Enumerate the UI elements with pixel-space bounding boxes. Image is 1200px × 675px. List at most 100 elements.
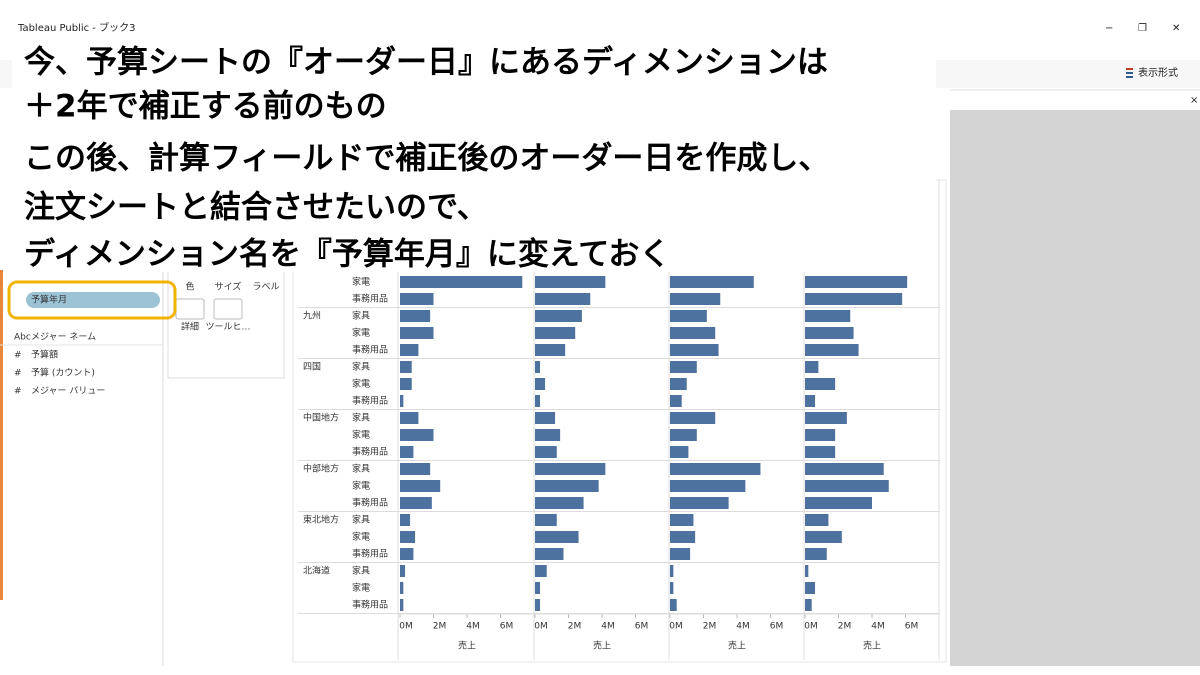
field-name[interactable]: 予算年月 bbox=[31, 294, 67, 306]
category-label: 家電 bbox=[352, 531, 370, 543]
category-label: 家具 bbox=[352, 565, 370, 577]
bar bbox=[400, 446, 414, 458]
annotation-line: この後、計算フィールドで補正後のオーダー日を作成し、 bbox=[24, 141, 829, 177]
bar bbox=[535, 344, 566, 356]
x-tick-label: 6M bbox=[770, 622, 784, 632]
close-button[interactable]: ✕ bbox=[1172, 23, 1180, 34]
bar bbox=[670, 412, 716, 424]
field-name[interactable]: 予算 (カウント) bbox=[31, 367, 95, 379]
bar bbox=[400, 361, 412, 373]
x-tick-label: 2M bbox=[568, 622, 582, 632]
restore-button[interactable]: ❐ bbox=[1138, 23, 1147, 34]
bar bbox=[805, 565, 809, 577]
region-label: 中部地方 bbox=[303, 463, 339, 475]
field-icon: # bbox=[14, 369, 22, 379]
bar bbox=[670, 446, 689, 458]
bar bbox=[400, 497, 432, 509]
category-label: 家電 bbox=[352, 480, 370, 492]
bar bbox=[400, 463, 431, 475]
bar bbox=[805, 276, 908, 288]
bar bbox=[805, 412, 847, 424]
marks-button[interactable] bbox=[213, 298, 243, 320]
annotation-line: 注文シートと結合させたいので、 bbox=[24, 190, 488, 226]
bar bbox=[805, 514, 829, 526]
region-label: 東北地方 bbox=[303, 514, 339, 526]
bar bbox=[400, 293, 434, 305]
bar bbox=[400, 582, 404, 594]
x-tick-label: 0M bbox=[804, 622, 818, 632]
field-name[interactable]: メジャー バリュー bbox=[31, 386, 105, 397]
bar bbox=[535, 378, 546, 390]
category-label: 家電 bbox=[352, 327, 370, 339]
x-axis-title: 売上 bbox=[728, 640, 746, 652]
marks-button-label[interactable]: サイズ bbox=[215, 281, 242, 293]
category-label: 事務用品 bbox=[352, 548, 388, 560]
category-label: 家電 bbox=[352, 582, 370, 594]
bar bbox=[400, 327, 434, 339]
bar bbox=[400, 276, 523, 288]
bar bbox=[670, 327, 716, 339]
bar bbox=[400, 412, 419, 424]
annotation-line: ＋2年で補正する前のもの bbox=[24, 89, 387, 125]
category-label: 事務用品 bbox=[352, 344, 388, 356]
minimize-button[interactable]: − bbox=[1105, 23, 1113, 34]
region-label: 九州 bbox=[303, 311, 321, 322]
bar bbox=[400, 344, 419, 356]
side-panel bbox=[950, 110, 1200, 666]
category-label: 家電 bbox=[352, 378, 370, 390]
bar bbox=[535, 276, 606, 288]
category-label: 事務用品 bbox=[352, 446, 388, 458]
category-label: 家具 bbox=[352, 463, 370, 475]
accent-strip bbox=[0, 270, 3, 600]
bar bbox=[670, 361, 697, 373]
field-icon: Abc bbox=[14, 333, 31, 343]
bar bbox=[535, 531, 579, 543]
bar bbox=[400, 548, 414, 560]
field-icon: # bbox=[14, 351, 22, 361]
bar bbox=[535, 446, 557, 458]
bar bbox=[805, 480, 889, 492]
bar bbox=[805, 310, 851, 322]
bar bbox=[535, 480, 599, 492]
field-name[interactable]: 予算額 bbox=[31, 349, 58, 361]
highlight bbox=[7, 280, 177, 320]
bar bbox=[670, 293, 721, 305]
bar bbox=[535, 293, 591, 305]
annotation-line: ディメンション名を『予算年月』に変えておく bbox=[24, 237, 670, 273]
category-label: 家電 bbox=[352, 276, 370, 288]
toolbar-icon bbox=[1126, 68, 1133, 70]
window-title: Tableau Public - ブック3 bbox=[17, 21, 135, 34]
bar bbox=[670, 565, 674, 577]
toolbar-icon bbox=[1126, 72, 1133, 74]
bar bbox=[535, 514, 557, 526]
bar bbox=[535, 361, 541, 373]
bar bbox=[535, 395, 541, 407]
field-name[interactable]: メジャー ネーム bbox=[31, 332, 96, 343]
marks-button-label[interactable]: ツールヒ… bbox=[205, 322, 250, 333]
toolbar-button[interactable]: 表示形式 bbox=[1138, 66, 1178, 79]
x-tick-label: 0M bbox=[669, 622, 683, 632]
x-tick-label: 4M bbox=[736, 622, 750, 632]
bar bbox=[535, 463, 606, 475]
bar bbox=[535, 412, 556, 424]
field-icon: # bbox=[14, 387, 22, 397]
marks-button-label[interactable]: 詳細 bbox=[181, 321, 199, 333]
bar bbox=[805, 463, 884, 475]
bar bbox=[400, 531, 416, 543]
field-pill[interactable] bbox=[26, 292, 160, 308]
annotation-box bbox=[12, 32, 936, 272]
bar bbox=[805, 327, 854, 339]
marks-button-label[interactable]: 色 bbox=[185, 281, 194, 293]
bar bbox=[805, 548, 827, 560]
bar bbox=[805, 293, 903, 305]
bar bbox=[535, 310, 582, 322]
marks-button-label[interactable]: ラベル bbox=[252, 282, 279, 293]
bar bbox=[670, 480, 746, 492]
x-tick-label: 4M bbox=[871, 622, 885, 632]
bar bbox=[400, 429, 434, 441]
category-label: 家具 bbox=[352, 412, 370, 424]
bar bbox=[670, 497, 729, 509]
close-pane[interactable]: × bbox=[1190, 95, 1198, 106]
bar bbox=[400, 599, 404, 611]
bar bbox=[670, 599, 677, 611]
